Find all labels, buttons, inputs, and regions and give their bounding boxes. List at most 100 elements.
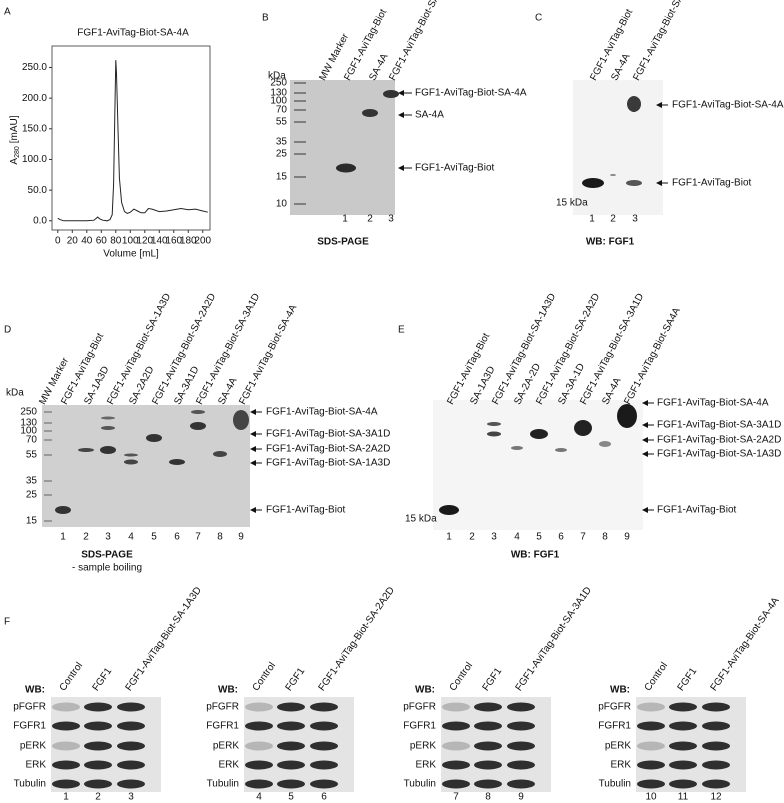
band-label: FGF1-AviTag-Biot-SA-2A2D — [657, 435, 781, 446]
band — [277, 760, 305, 770]
band — [617, 404, 637, 428]
subcaption: - sample boiling — [72, 563, 142, 574]
chart-title: FGF1-AviTag-Biot-SA-4A — [77, 28, 189, 39]
marker-label: 70 — [26, 435, 38, 446]
lane-number: 4 — [256, 792, 262, 803]
x-tick-label: 80 — [110, 236, 122, 247]
lane-number: 5 — [288, 792, 294, 803]
y-axis-label-main: A — [9, 158, 20, 165]
x-tick-label: 160 — [165, 236, 182, 247]
band — [439, 505, 459, 515]
band — [55, 506, 71, 514]
lane-number: 9 — [518, 792, 524, 803]
y-tick-label: 50.0 — [28, 185, 48, 196]
wb-label: WB: — [415, 685, 435, 696]
band — [669, 702, 697, 712]
lane-header: Control — [643, 661, 671, 694]
band-label: FGF1-AviTag-Biot — [415, 163, 495, 174]
band — [84, 779, 112, 789]
band — [52, 760, 80, 770]
kda-label: kDa — [268, 71, 286, 82]
band — [362, 109, 378, 117]
lane-number: 3 — [491, 532, 497, 543]
band — [124, 459, 138, 465]
band — [702, 741, 730, 751]
band — [84, 741, 112, 751]
band — [507, 721, 535, 731]
band — [474, 721, 502, 731]
row-label: ERK — [218, 760, 239, 771]
blot — [573, 80, 663, 215]
band — [245, 721, 273, 731]
row-label: Tubulin — [599, 779, 631, 790]
band-label: FGF1-AviTag-Biot — [672, 178, 752, 189]
lane-header: FGF1-AviTag-Biot-SA-2A2D — [317, 585, 397, 693]
marker-label: 100 — [20, 426, 37, 437]
band — [310, 702, 338, 712]
lane-number: 8 — [217, 532, 223, 543]
band — [599, 441, 611, 447]
x-tick-label: 180 — [180, 236, 197, 247]
band — [626, 180, 642, 186]
marker-label: 70 — [276, 105, 288, 116]
band — [574, 420, 592, 436]
band — [52, 702, 80, 712]
row-label: pFGFR — [403, 702, 436, 713]
band — [507, 702, 535, 712]
band — [669, 779, 697, 789]
band — [669, 721, 697, 731]
row-label: pFGFR — [206, 702, 239, 713]
band — [245, 702, 273, 712]
lane-number: 2 — [367, 214, 373, 225]
band — [507, 760, 535, 770]
row-label: Tubulin — [207, 779, 239, 790]
row-label: FGFR1 — [13, 721, 46, 732]
row-label: pERK — [410, 741, 436, 752]
lane-number: 2 — [83, 532, 89, 543]
band — [277, 702, 305, 712]
band-label: FGF1-AviTag-Biot-SA-3A1D — [657, 420, 781, 431]
marker-label: 250 — [270, 78, 287, 89]
band — [702, 702, 730, 712]
wb-label: WB: — [610, 685, 630, 696]
band — [530, 429, 548, 439]
wb-label: WB: — [25, 685, 45, 696]
band — [474, 741, 502, 751]
marker-label: 15 — [26, 516, 38, 527]
band — [84, 721, 112, 731]
band — [101, 426, 115, 430]
band — [669, 741, 697, 751]
band — [245, 760, 273, 770]
band — [487, 431, 501, 437]
lane-number: 8 — [485, 792, 491, 803]
y-axis-label: A280 [mAU] — [9, 115, 21, 164]
lane-header: FGF1-AviTag-Biot-SA-4A — [709, 595, 782, 693]
band — [101, 416, 115, 420]
row-label: Tubulin — [14, 779, 46, 790]
band-label: FGF1-AviTag-Biot-SA-4A — [657, 398, 769, 409]
x-axis-label: Volume [mL] — [103, 249, 159, 260]
band — [582, 178, 604, 188]
gel — [290, 80, 395, 215]
panel-letter: F — [4, 617, 10, 628]
lane-number: 7 — [453, 792, 459, 803]
marker-label: 10 — [276, 199, 288, 210]
band-label: FGF1-AviTag-Biot-SA-3A1D — [266, 429, 390, 440]
chromatogram-line — [57, 60, 208, 222]
band — [637, 760, 665, 770]
caption: WB: FGF1 — [511, 550, 560, 561]
band — [474, 760, 502, 770]
x-tick-label: 100 — [122, 236, 139, 247]
panel-letter: C — [535, 13, 542, 24]
row-label: FGFR1 — [403, 721, 436, 732]
band — [442, 741, 470, 751]
band — [474, 702, 502, 712]
band — [117, 702, 145, 712]
lane-number: 4 — [514, 532, 520, 543]
x-tick-label: 140 — [151, 236, 168, 247]
lane-number: 2 — [95, 792, 101, 803]
band — [233, 410, 249, 430]
band — [245, 779, 273, 789]
band — [78, 448, 94, 452]
